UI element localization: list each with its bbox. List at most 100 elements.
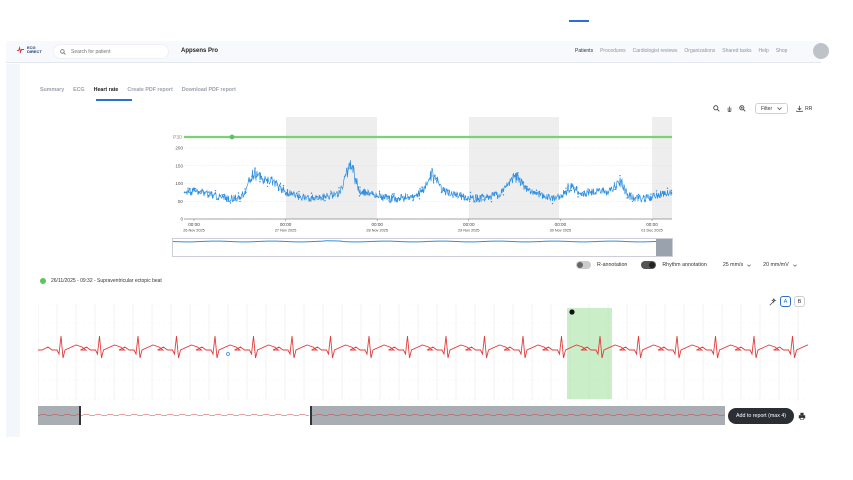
nav-procedures[interactable]: Procedures — [600, 48, 626, 54]
heart-rate-point — [602, 190, 604, 192]
heart-rate-point — [371, 191, 373, 193]
lead-a-button[interactable]: A — [780, 296, 791, 307]
ecg-grid — [38, 304, 808, 400]
nav-organizations[interactable]: Organizations — [684, 48, 716, 54]
heart-rate-point — [650, 193, 652, 195]
chart-overview-navigator[interactable] — [172, 238, 673, 257]
zoom-in-icon[interactable] — [738, 104, 747, 113]
tab-summary[interactable]: Summary — [40, 87, 65, 93]
nav-patients[interactable]: Patients — [575, 48, 594, 54]
heart-rate-point — [501, 188, 504, 190]
nav-active-indicator — [569, 20, 589, 22]
heart-rate-point — [418, 198, 421, 200]
gain-dropdown[interactable]: 20 mm/mV — [763, 262, 797, 268]
nav-help[interactable]: Help — [758, 48, 769, 54]
heart-rate-point — [322, 199, 325, 201]
heart-rate-point — [406, 194, 409, 196]
top-series-label: P30 — [173, 135, 182, 141]
heart-rate-point — [207, 191, 210, 193]
heart-rate-point — [232, 199, 235, 202]
filter-label: Filter — [761, 105, 773, 112]
heart-rate-point — [244, 188, 246, 190]
highlighted-beat[interactable] — [567, 308, 612, 399]
heart-rate-point — [631, 200, 634, 203]
nav-cardiologist-reviews[interactable]: Cardiologist reviews — [632, 48, 678, 54]
zoom-search-icon[interactable] — [712, 104, 721, 113]
heart-rate-point — [522, 181, 525, 183]
tab-ecg[interactable]: ECG — [73, 87, 85, 93]
heart-rate-point — [658, 195, 660, 197]
heart-rate-point — [347, 167, 350, 170]
top-nav: Patients Procedures Cardiologist reviews… — [575, 48, 787, 54]
add-to-report-button[interactable]: Add to report (max 4) — [728, 408, 795, 424]
heart-rate-point — [624, 192, 626, 194]
pan-hand-icon[interactable] — [725, 104, 734, 113]
heart-rate-point — [626, 197, 628, 199]
filter-dropdown[interactable]: Filter — [755, 103, 789, 114]
heart-rate-point — [469, 198, 471, 201]
navigator-window[interactable] — [79, 406, 312, 425]
logo[interactable]: ECG DIRECT — [16, 45, 42, 54]
top-series-marker[interactable] — [229, 134, 235, 140]
heart-rate-point — [354, 177, 357, 180]
heart-rate-point — [383, 197, 386, 200]
selected-event[interactable]: 26/11/2025 - 09:32 - Supraventricular ec… — [40, 278, 162, 284]
heart-rate-point — [444, 190, 446, 192]
search-input[interactable] — [71, 48, 161, 55]
ecg-strip[interactable] — [38, 304, 808, 400]
rr-download-button[interactable]: RR — [796, 105, 812, 112]
heart-rate-point — [183, 192, 186, 194]
heart-rate-point — [318, 197, 320, 200]
left-rail — [6, 64, 20, 437]
print-icon[interactable] — [798, 412, 806, 420]
heart-rate-chart[interactable]: 200 150 100 50 0 P30 00:00 26 Nov 2025 00:00 27… — [170, 115, 674, 235]
r-annotation-toggle[interactable] — [576, 261, 591, 269]
rr-label: RR — [805, 105, 813, 112]
heart-rate-point — [587, 188, 589, 190]
heart-rate-point — [393, 192, 395, 195]
heart-rate-point — [435, 177, 438, 180]
tab-heart-rate[interactable]: Heart rate — [93, 87, 119, 93]
y-tick-label: 50 — [178, 199, 184, 204]
nav-shop[interactable]: Shop — [775, 48, 788, 54]
chevron-down-icon — [747, 263, 751, 267]
heart-rate-point — [316, 196, 319, 198]
heart-rate-point — [597, 189, 600, 191]
navigator-window-signal — [81, 414, 309, 416]
search-box[interactable] — [53, 44, 169, 59]
x-tick-date: 27 Nov 2025 — [275, 229, 297, 233]
heart-rate-point — [448, 189, 450, 191]
tab-create-pdf-report[interactable]: Create PDF report — [127, 87, 173, 93]
heart-rate-point — [519, 183, 522, 185]
heart-rate-point — [528, 188, 531, 190]
avatar[interactable] — [813, 43, 829, 59]
speed-dropdown[interactable]: 25 mm/s — [723, 262, 751, 268]
lead-b-button[interactable]: B — [794, 296, 805, 307]
heart-rate-point — [279, 182, 282, 185]
heart-rate-point — [538, 190, 541, 193]
heart-rate-point — [310, 192, 313, 194]
heart-rate-point — [202, 191, 205, 193]
x-tick-time: 00:00 — [188, 222, 200, 227]
annotation-marker[interactable] — [226, 352, 230, 356]
rhythm-annotation-toggle[interactable] — [641, 261, 657, 269]
heart-rate-point — [516, 179, 518, 181]
heart-rate-point — [324, 200, 326, 202]
heart-rate-point — [212, 194, 214, 197]
tab-download-pdf-report[interactable]: Download PDF report — [181, 87, 236, 93]
heart-rate-point — [254, 167, 256, 169]
nav-shared-tasks[interactable]: Shared tasks — [722, 48, 752, 54]
heart-rate-point — [517, 177, 520, 180]
r-annotation-label: R-annotation — [597, 262, 628, 268]
heart-rate-point — [384, 194, 387, 196]
heart-rate-point — [412, 199, 415, 201]
heart-rate-point — [529, 191, 532, 193]
y-tick-label: 100 — [175, 181, 183, 186]
overview-out-of-range — [656, 239, 672, 256]
ecg-navigator[interactable] — [38, 406, 725, 425]
heart-rate-point — [564, 190, 567, 193]
event-marker[interactable] — [569, 309, 575, 315]
heart-rate-series — [183, 160, 673, 204]
x-tick-date: 30 Nov 2025 — [550, 229, 572, 233]
heart-rate-point — [190, 193, 193, 195]
